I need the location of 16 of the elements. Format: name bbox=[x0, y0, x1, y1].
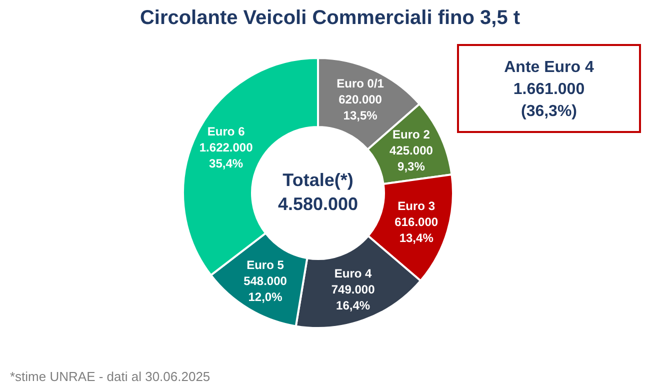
data-label: 425.000 9,3% bbox=[390, 143, 434, 174]
chart-title: Circolante Veicoli Commerciali fino 3,5 t bbox=[140, 7, 520, 29]
slice-label: Euro 2 bbox=[392, 127, 430, 142]
data-label: 548.000 12,0% bbox=[244, 274, 288, 304]
data-label: 1.622.000 35,4% bbox=[199, 140, 254, 171]
slice-label: Euro 0/1 bbox=[336, 76, 384, 91]
data-label: 616.000 13,4% bbox=[394, 214, 438, 245]
text: *stime UNRAE - dati al 30.06.2025 bbox=[10, 369, 210, 384]
slice-label: Euro 4 bbox=[334, 266, 372, 280]
text: Ante Euro 4 1.661.000 (36,3%) bbox=[504, 59, 594, 120]
slice-label: Euro 3 bbox=[398, 198, 436, 213]
text: Totale(*) 4.580.000 bbox=[278, 170, 358, 214]
data-label: 620.000 13,5% bbox=[338, 92, 382, 123]
slice-label: Euro 6 bbox=[207, 124, 246, 139]
data-label: 749.000 16,4% bbox=[331, 282, 376, 312]
slice-label: Euro 5 bbox=[246, 258, 284, 272]
